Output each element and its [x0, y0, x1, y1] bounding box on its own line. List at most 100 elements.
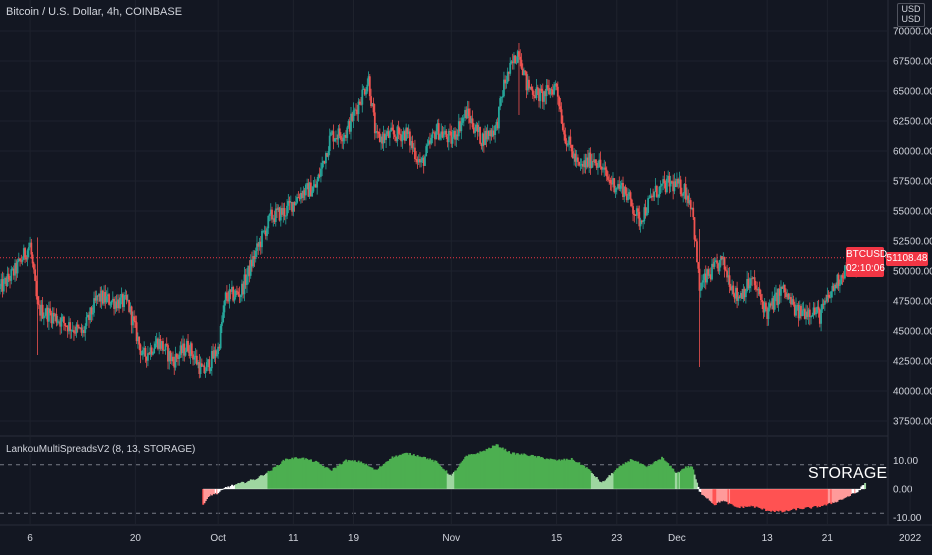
indicator-bar [712, 489, 715, 504]
candle-body [215, 354, 218, 357]
indicator-bar [307, 460, 310, 489]
indicator-bar [761, 489, 764, 510]
indicator-bar [535, 457, 538, 489]
indicator-bar [644, 466, 647, 489]
indicator-bar [483, 450, 485, 489]
candle-body [540, 88, 543, 92]
indicator-bar [588, 469, 591, 489]
indicator-bar [543, 459, 546, 489]
indicator-bar [811, 489, 814, 508]
candle-body [113, 298, 115, 309]
indicator-bar [860, 486, 863, 489]
indicator-bar [414, 456, 417, 489]
candle-body [283, 208, 286, 217]
indicator-bar [335, 468, 338, 489]
candle-body [110, 300, 113, 305]
indicator-bar [735, 489, 737, 507]
candle-body [430, 137, 433, 144]
indicator-bar [762, 489, 765, 509]
candle-body [291, 201, 293, 212]
candle-body [534, 96, 537, 99]
indicator-bar [693, 474, 696, 489]
symbol-title[interactable]: Bitcoin / U.S. Dollar, 4h, COINBASE [6, 6, 183, 18]
candle-body [412, 147, 415, 149]
indicator-bar [810, 489, 813, 509]
x-tick-label: Oct [210, 533, 226, 544]
indicator-bar [816, 489, 819, 508]
candle-body [583, 160, 586, 167]
candle-body [643, 207, 646, 222]
candle-body [712, 263, 715, 267]
candle-body [515, 62, 518, 64]
indicator-bar [600, 482, 603, 489]
currency-label[interactable]: USD USD [897, 3, 925, 27]
indicator-bar [216, 489, 218, 495]
indicator-bar [381, 465, 384, 489]
indicator-bar [233, 485, 236, 489]
candle-body [625, 193, 628, 201]
x-tick-label: 23 [611, 533, 623, 544]
candle-body [520, 59, 523, 69]
candle-body [833, 284, 836, 291]
indicator-title[interactable]: LankouMultiSpreadsV2 (8, 13, STORAGE) [6, 444, 196, 455]
candle-body [546, 85, 549, 88]
indicator-bar [451, 473, 454, 489]
candle-body [170, 356, 173, 361]
candle-body [605, 169, 608, 177]
candle-body [254, 250, 257, 259]
candle-body [40, 304, 43, 316]
candle-body [446, 137, 449, 143]
candle-body [424, 156, 426, 166]
indicator-bar [607, 477, 610, 489]
candle-body [116, 299, 119, 309]
candle-body [88, 314, 90, 321]
x-tick-label: 21 [822, 533, 834, 544]
indicator-y-tick-label: 0.00 [893, 485, 913, 496]
indicator-bar [846, 489, 849, 497]
candle-body [780, 286, 782, 296]
candle-body [17, 258, 20, 262]
candle-body [503, 79, 505, 97]
candle-body [163, 350, 166, 352]
candle-body [772, 298, 775, 310]
indicator-bar [351, 460, 354, 489]
indicator-bar [630, 459, 633, 489]
indicator-bar [785, 489, 788, 511]
candle-body [580, 164, 583, 165]
candle-body [811, 314, 814, 317]
indicator-bar [400, 455, 403, 489]
indicator-bar [227, 486, 230, 489]
candle-body [365, 91, 367, 95]
indicator-bar [648, 465, 651, 489]
x-tick-label: 20 [130, 533, 142, 544]
indicator-bar [370, 467, 373, 489]
candle-body [128, 300, 131, 312]
indicator-bar [258, 476, 261, 489]
indicator-bar [217, 489, 220, 494]
candle-body [818, 309, 821, 324]
indicator-bar [327, 468, 330, 489]
indicator-bar [409, 452, 412, 489]
indicator-bar [666, 462, 668, 489]
candle-body [343, 135, 346, 138]
indicator-bar [452, 472, 455, 489]
indicator-bar [468, 454, 470, 489]
indicator-bar [803, 489, 806, 508]
candle-body [347, 121, 350, 128]
candle-body [242, 283, 245, 295]
indicator-bar [317, 462, 320, 489]
indicator-bar [806, 489, 809, 508]
indicator-bar [835, 489, 838, 503]
candle-body [469, 115, 471, 123]
indicator-bar [211, 489, 213, 496]
candle-body [53, 312, 55, 317]
last-price-value-tag: 51108.48 [886, 251, 928, 266]
indicator-bar [461, 460, 464, 489]
candle-body [570, 144, 573, 152]
candle-body [312, 186, 315, 192]
candle-body [209, 368, 212, 371]
candle-body [698, 268, 701, 291]
indicator-bar [411, 455, 414, 489]
indicator-bar [612, 473, 615, 489]
